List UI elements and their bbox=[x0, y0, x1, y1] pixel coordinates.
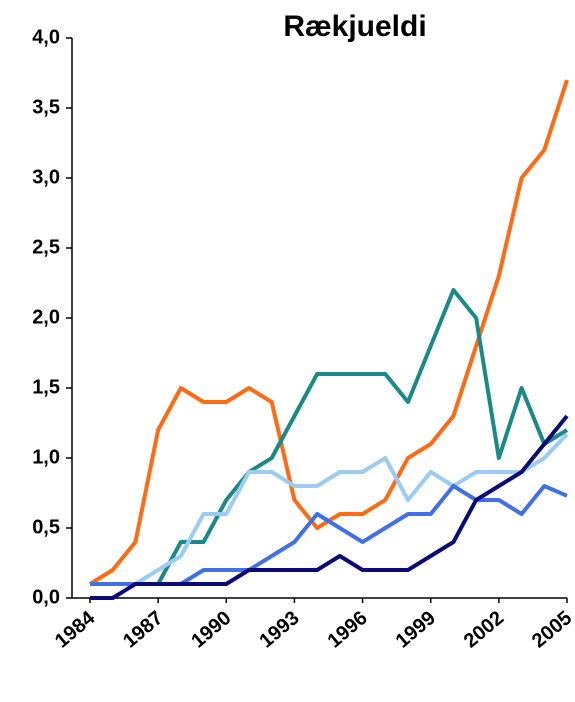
y-tick-label: 0,0 bbox=[32, 586, 60, 608]
y-tick-label: 3,5 bbox=[32, 96, 60, 118]
y-tick-label: 4,0 bbox=[32, 26, 60, 48]
chart-title: Rækjueldi bbox=[283, 10, 426, 43]
y-tick-label: 1,5 bbox=[32, 376, 60, 398]
x-tick-label: 1993 bbox=[255, 607, 303, 652]
line-series bbox=[90, 288, 569, 586]
x-tick-label: 2005 bbox=[528, 607, 575, 652]
line-series bbox=[88, 79, 569, 586]
y-tick-label: 1,0 bbox=[32, 446, 60, 468]
x-tick-label: 1984 bbox=[51, 606, 100, 652]
line-series bbox=[90, 414, 569, 600]
y-tick-label: 3,0 bbox=[32, 166, 60, 188]
x-tick-label: 1987 bbox=[119, 607, 167, 652]
y-tick-label: 0,5 bbox=[32, 516, 60, 538]
x-tick-label: 1999 bbox=[392, 607, 440, 652]
x-tick-label: 1990 bbox=[187, 607, 235, 652]
line-series bbox=[90, 432, 569, 586]
x-tick-label: 1996 bbox=[324, 607, 372, 652]
y-tick-label: 2,0 bbox=[32, 306, 60, 328]
x-tick-label: 2002 bbox=[460, 607, 508, 652]
y-tick-label: 2,5 bbox=[32, 236, 60, 258]
